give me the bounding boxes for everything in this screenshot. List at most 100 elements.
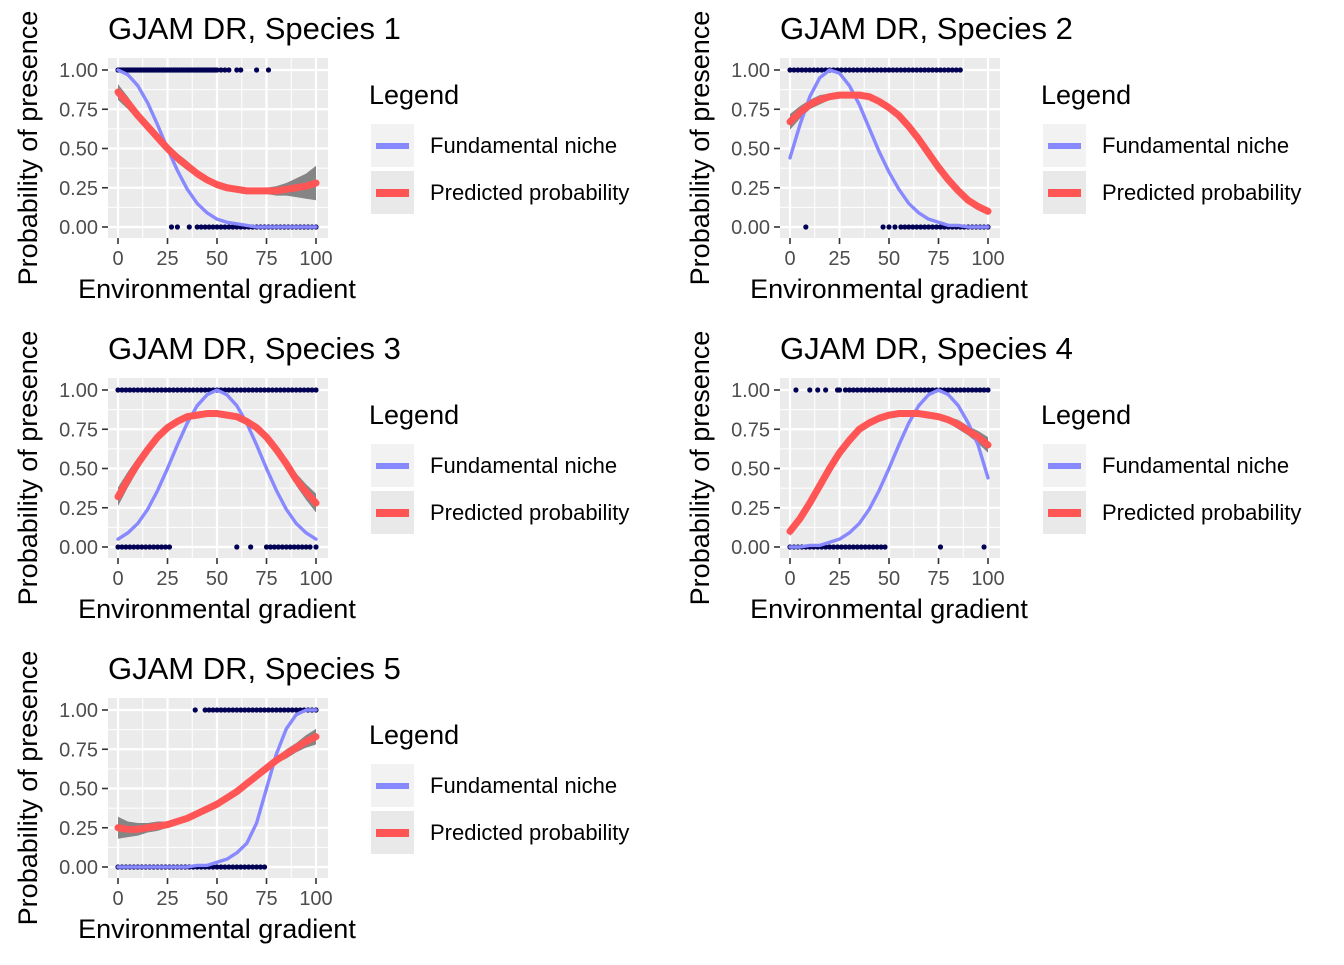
point-present [945,67,951,73]
point-present [926,387,932,393]
point-present [289,387,295,393]
point-present [878,387,884,393]
point-absent [937,224,944,230]
point-absent [174,224,180,230]
legend-entry-label: Fundamental niche [430,133,617,158]
point-absent [918,224,924,230]
y-tick-label: 0.25 [731,178,770,200]
point-present [886,67,892,73]
point-present [269,387,276,393]
y-tick-label: 0.50 [59,459,98,481]
point-present [862,387,868,393]
point-present [226,707,232,713]
y-axis-title: Probability of presence [685,331,715,606]
y-tick-label: 1.00 [59,60,98,82]
legend-entry-label: Predicted probability [1102,500,1301,525]
point-present [162,387,169,393]
point-absent [313,544,319,550]
point-absent [155,544,161,550]
x-axis-title: Environmental gradient [78,594,356,624]
point-present [957,67,963,73]
point-present [186,387,192,393]
point-absent [261,864,268,870]
point-present [894,67,900,73]
point-present [949,67,955,73]
point-present [961,387,967,393]
point-absent [147,544,153,550]
point-present [918,67,924,73]
point-absent [222,864,228,870]
point-absent [287,544,293,550]
y-axis-title: Probability of presence [685,11,715,286]
point-present [234,707,240,713]
point-absent [929,224,936,230]
point-present [265,67,272,73]
point-present [846,67,852,73]
point-present [210,707,216,713]
point-absent [226,864,232,870]
point-present [894,387,900,393]
legend: Legend Fundamental niche Predicted probabi… [1041,80,1301,214]
point-absent [926,224,932,230]
x-tick-label: 75 [927,568,949,590]
series-line-fundamental-niche [116,68,318,229]
point-present [787,67,793,73]
legend: Legend Fundamental niche Predicted probabi… [1041,400,1301,534]
point-absent [202,224,208,230]
point-absent [303,544,309,550]
point-present [202,707,208,713]
point-present [246,707,252,713]
x-tick-label: 25 [156,568,178,590]
point-absent [882,544,888,550]
point-present [878,67,884,73]
point-present [182,387,188,393]
y-tick-label: 1.00 [59,700,98,722]
point-present [886,387,892,393]
plot-area [108,378,328,558]
point-present [965,387,971,393]
point-present [261,387,268,393]
point-absent [218,864,224,870]
point-present [914,387,920,393]
point-present [293,387,299,393]
point-present [799,67,805,73]
y-tick-label: 0.75 [59,99,98,121]
point-present [147,387,153,393]
point-present [174,387,180,393]
series-line-predicted-probability [786,410,992,535]
x-tick-label: 0 [112,248,123,270]
x-tick-label: 25 [828,568,850,590]
point-present [309,387,315,393]
point-absent [866,544,872,550]
chart-title: GJAM DR, Species 4 [780,331,1073,366]
point-present [910,387,916,393]
point-present [870,387,876,393]
y-tick-label: 0.25 [59,498,98,520]
point-absent [271,544,278,550]
point-present [850,67,856,73]
y-tick-label: 0.00 [59,537,98,559]
point-absent [283,544,289,550]
legend-entry-label: Predicted probability [1102,180,1301,205]
point-present [242,387,248,393]
chart-panel-2: GJAM DR, Species 2 0.00 0.25 0.50 0.75 1.00 0 2… [685,11,1301,304]
point-present [234,67,240,73]
point-present [922,387,928,393]
x-tick-label: 100 [299,248,332,270]
x-tick-label: 25 [156,248,178,270]
point-present [981,387,987,393]
point-present [178,387,184,393]
point-present [313,387,319,393]
point-present [151,387,157,393]
point-present [139,387,145,393]
point-absent [886,224,892,230]
point-absent [214,864,220,870]
point-absent [846,544,852,550]
plot-area [108,58,328,238]
point-present [242,707,248,713]
point-absent [291,544,297,550]
point-present [874,387,880,393]
point-present [977,387,983,393]
point-absent [854,544,860,550]
